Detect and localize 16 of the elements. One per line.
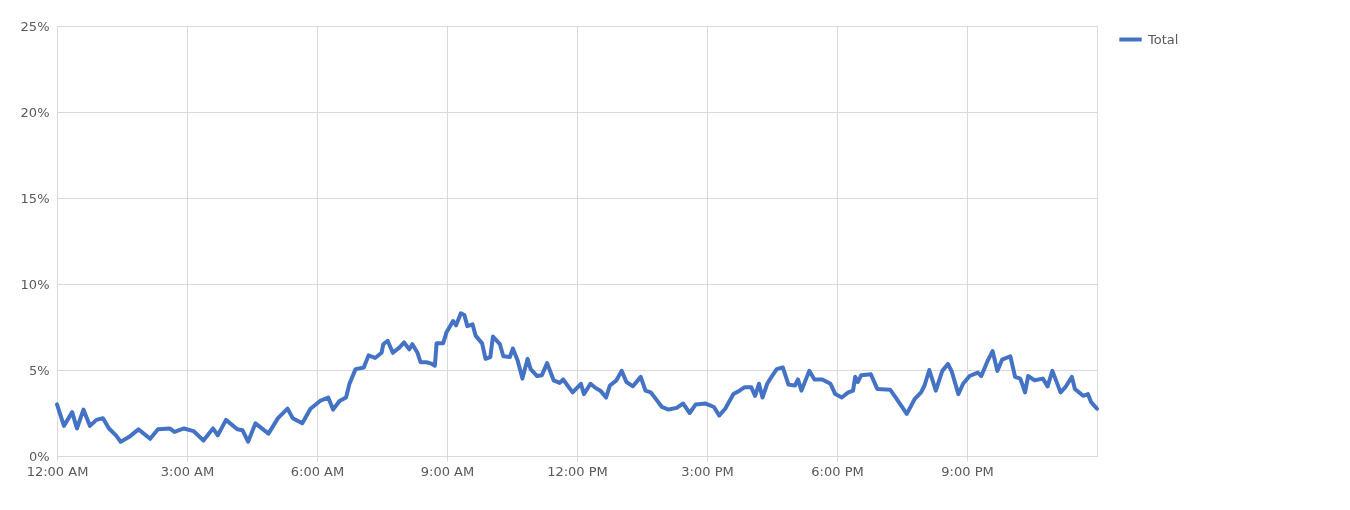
- legend-label: Total: [1147, 31, 1179, 47]
- x-tick-label: 6:00 AM: [290, 463, 345, 479]
- x-tick-label: 3:00 AM: [160, 463, 215, 479]
- y-tick-label: 10%: [20, 276, 50, 292]
- y-tick-label: 15%: [20, 190, 50, 206]
- x-tick-label: 12:00 PM: [547, 463, 608, 479]
- x-tick-label: 9:00 AM: [420, 463, 475, 479]
- y-tick-label: 0%: [28, 448, 50, 464]
- y-tick-label: 25%: [20, 18, 50, 34]
- y-tick-label: 5%: [28, 362, 50, 378]
- x-tick-label: 12:00 AM: [26, 463, 89, 479]
- x-tick-label: 6:00 PM: [811, 463, 864, 479]
- x-tick-label: 3:00 PM: [681, 463, 734, 479]
- y-tick-label: 20%: [20, 104, 50, 120]
- x-tick-label: 9:00 PM: [941, 463, 994, 479]
- line-series: [55, 311, 1099, 444]
